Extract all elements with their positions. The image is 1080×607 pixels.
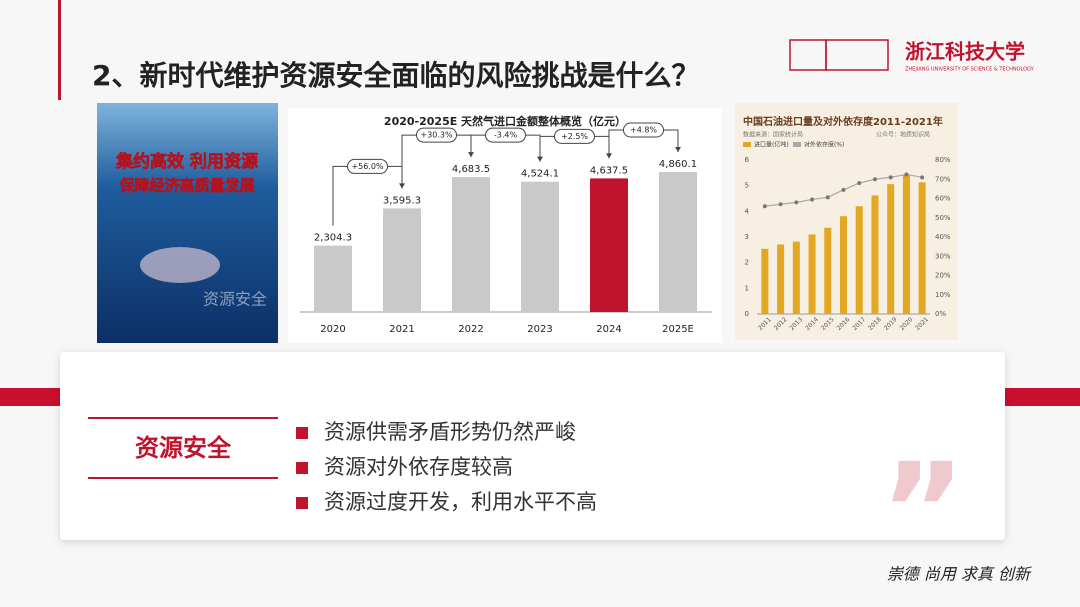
- poster-line: 集约高效 利用资源: [115, 151, 258, 172]
- legend-swatch: [793, 142, 801, 147]
- bar: [792, 241, 800, 314]
- growth-box: [554, 128, 595, 144]
- quote-mark: ”: [880, 435, 965, 587]
- line-point: [857, 181, 862, 186]
- y2-tick-label: 50%: [935, 214, 951, 222]
- growth-label: +2.5%: [561, 132, 588, 141]
- poster-line: 保障经济高质量发展: [118, 177, 254, 195]
- logo-mark: [825, 39, 889, 71]
- poster-watermark: 资源安全: [203, 290, 267, 309]
- value-label: 3,595.3: [383, 195, 421, 206]
- logo-subtitle: ZHEJIANG UNIVERSITY OF SCIENCE & TECHNOL…: [905, 67, 1035, 73]
- line-point: [810, 197, 815, 202]
- poster-flare: [140, 247, 220, 283]
- bullet-text: 资源对外依存度较高: [324, 455, 513, 479]
- value-label: 4,860.1: [659, 159, 697, 170]
- chart-panel: [288, 108, 722, 343]
- bar: [590, 178, 628, 312]
- chart-title: 2020-2025E 天然气进口金额整体概览（亿元）: [384, 114, 626, 128]
- bullet-icon: [296, 497, 308, 509]
- legend-label: 进口量(亿吨): [754, 141, 789, 149]
- line-point: [794, 200, 799, 205]
- line-point: [841, 187, 846, 192]
- line-point: [825, 195, 830, 200]
- bullet-icon: [296, 427, 308, 439]
- growth-box: [485, 127, 526, 143]
- bar: [855, 206, 863, 314]
- card: [60, 352, 1005, 540]
- line-point: [762, 204, 767, 209]
- bar: [840, 216, 847, 314]
- motto: 崇德 尚用 求真 创新: [887, 565, 1032, 584]
- slide-title: 2、新时代维护资源安全面临的风险挑战是什么？: [92, 59, 700, 92]
- label-rule: [88, 417, 278, 419]
- line-point: [778, 202, 783, 207]
- bar: [871, 195, 879, 314]
- legend-label: 对外依存度(%): [804, 141, 844, 149]
- value-label: 4,637.5: [590, 165, 628, 176]
- y2-tick-label: 60%: [935, 195, 951, 203]
- line-point: [888, 175, 893, 180]
- legend-swatch: [743, 142, 751, 147]
- bar: [808, 234, 816, 314]
- poster: [97, 103, 278, 343]
- bullet-icon: [296, 462, 308, 474]
- growth-label: -3.4%: [494, 131, 518, 140]
- logo-text: 浙江科技大学: [905, 40, 1025, 64]
- x-tick-label: 2023: [527, 324, 552, 335]
- label-rule: [88, 477, 278, 479]
- line-point: [920, 175, 925, 180]
- bar: [887, 184, 895, 314]
- y2-tick-label: 40%: [935, 233, 951, 241]
- bar: [314, 245, 352, 312]
- growth-label: +30.3%: [420, 131, 453, 140]
- x-tick-label: 2022: [458, 324, 483, 335]
- card-label: 资源安全: [135, 434, 232, 462]
- x-tick-label: 2020: [320, 324, 345, 335]
- bar: [824, 227, 832, 314]
- y2-tick-label: 20%: [935, 272, 951, 280]
- bar: [918, 182, 926, 314]
- y-tick-label: 1: [745, 284, 749, 292]
- growth-label: +4.8%: [630, 126, 657, 135]
- arrow-head: [675, 147, 681, 152]
- y-tick-label: 4: [745, 207, 750, 215]
- line-point: [904, 172, 909, 177]
- y-tick-label: 0: [745, 310, 749, 318]
- bar: [521, 181, 559, 312]
- value-label: 2,304.3: [314, 233, 352, 244]
- x-tick-label: 2024: [596, 324, 621, 335]
- bar: [383, 208, 421, 312]
- bullet-text: 资源供需矛盾形势仍然严峻: [324, 420, 576, 444]
- x-tick-label: 2025E: [662, 324, 694, 335]
- chart-credit: 公众号：地质知识局: [876, 131, 930, 139]
- value-label: 4,524.1: [521, 169, 559, 180]
- y-tick-label: 2: [745, 259, 749, 267]
- growth-label: +56.0%: [351, 162, 384, 171]
- chart-title: 中国石油进口量及对外依存度2011-2021年: [743, 115, 943, 128]
- y2-tick-label: 10%: [935, 291, 951, 299]
- bar: [659, 172, 697, 312]
- y-tick-label: 3: [745, 233, 749, 241]
- bar: [902, 174, 910, 314]
- y2-tick-label: 70%: [935, 175, 951, 183]
- x-tick-label: 2021: [389, 324, 414, 335]
- growth-box: [347, 158, 388, 174]
- y2-tick-label: 80%: [935, 156, 951, 164]
- growth-box: [623, 122, 664, 138]
- bar: [452, 177, 490, 312]
- line-point: [872, 177, 877, 182]
- bar: [761, 248, 769, 314]
- bar: [777, 244, 785, 314]
- y2-tick-label: 0%: [935, 310, 946, 318]
- y-tick-label: 5: [745, 182, 749, 190]
- value-label: 4,683.5: [452, 164, 490, 175]
- y-tick-label: 6: [745, 156, 750, 164]
- growth-box: [416, 127, 457, 143]
- bullet-text: 资源过度开发，利用水平不高: [324, 490, 597, 514]
- y2-tick-label: 30%: [935, 252, 951, 260]
- accent-line: [58, 0, 61, 100]
- chart-source: 数据来源：国家统计局: [743, 131, 803, 139]
